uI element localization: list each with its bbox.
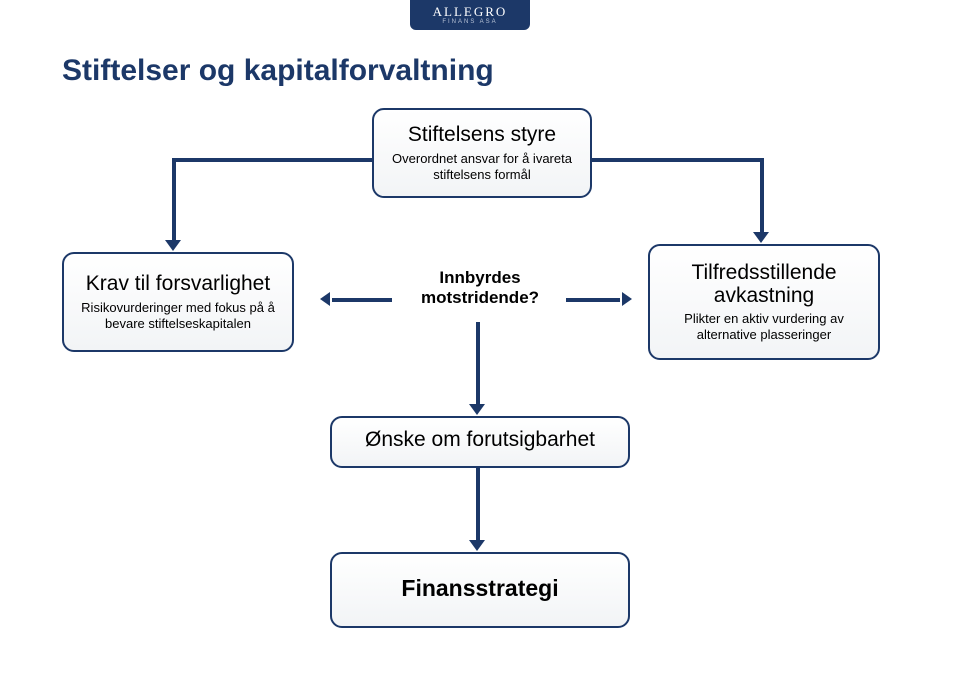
box-tilfredsstillende-avkastning: Tilfredsstillende avkastning Plikter en … (648, 244, 880, 360)
mid-label-innbyrdes: Innbyrdes motstridende? (400, 268, 560, 308)
logo-main: ALLEGRO (410, 4, 530, 20)
box-title: Stiftelsens styre (384, 123, 580, 147)
box-krav-forsvarlighet: Krav til forsvarlighet Risikovurderinger… (62, 252, 294, 352)
box-title: Tilfredsstillende avkastning (660, 261, 868, 307)
box-finansstrategi: Finansstrategi (330, 552, 630, 628)
box-subtitle: Risikovurderinger med fokus på å bevare … (74, 300, 282, 333)
box-subtitle: Overordnet ansvar for å ivareta stiftels… (384, 151, 580, 184)
box-title: Finansstrategi (342, 575, 618, 602)
logo-sub: FINANS ASA (410, 19, 530, 25)
page-title: Stiftelser og kapitalforvaltning (62, 54, 494, 88)
box-stiftelsens-styre: Stiftelsens styre Overordnet ansvar for … (372, 108, 592, 198)
box-title: Ønske om forutsigbarhet (342, 428, 618, 452)
mid-label-line1: Innbyrdes (400, 268, 560, 288)
mid-label-line2: motstridende? (400, 288, 560, 308)
box-onske-forutsigbarhet: Ønske om forutsigbarhet (330, 416, 630, 468)
logo-tab: ALLEGRO FINANS ASA (410, 0, 530, 30)
box-title: Krav til forsvarlighet (74, 272, 282, 296)
box-subtitle: Plikter en aktiv vurdering av alternativ… (660, 311, 868, 344)
